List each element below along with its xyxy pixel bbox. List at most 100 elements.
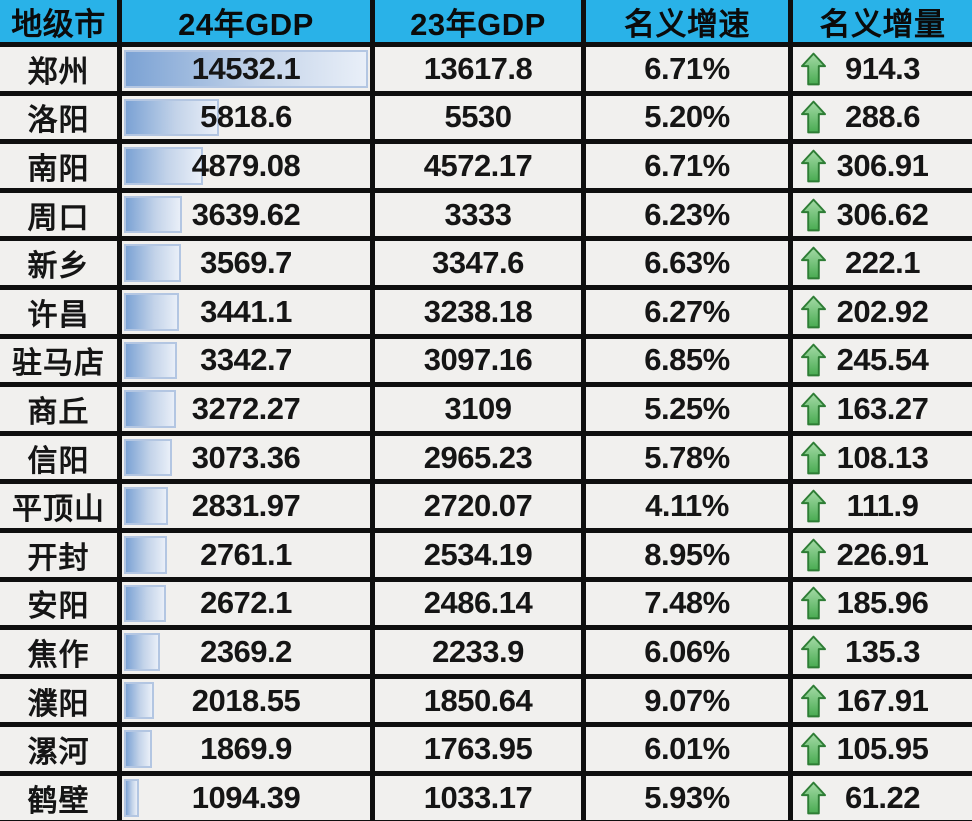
up-arrow-icon bbox=[800, 197, 827, 233]
delta-value: 185.96 bbox=[836, 585, 929, 621]
city-cell: 许昌 bbox=[0, 289, 117, 334]
delta-value: 245.54 bbox=[836, 342, 929, 378]
delta-cell: 245.54 bbox=[793, 338, 972, 383]
growth-value: 6.23% bbox=[644, 196, 730, 232]
header-label: 名义增量 bbox=[819, 6, 946, 42]
gdp24-value: 3272.27 bbox=[191, 390, 301, 426]
growth-cell: 6.71% bbox=[586, 144, 788, 188]
up-arrow-icon bbox=[800, 391, 827, 427]
city-cell: 周口 bbox=[0, 192, 117, 237]
city-name: 信阳 bbox=[27, 444, 90, 478]
growth-value: 4.11% bbox=[645, 488, 729, 524]
city-cell: 洛阳 bbox=[0, 95, 117, 140]
delta-value: 202.92 bbox=[836, 293, 929, 329]
city-cell: 新乡 bbox=[0, 241, 117, 285]
gdp24-value: 1094.39 bbox=[191, 779, 301, 815]
gdp24-cell: 5818.6 bbox=[122, 95, 370, 140]
up-arrow-icon bbox=[800, 731, 827, 767]
gdp23-value: 3097.16 bbox=[423, 342, 533, 378]
growth-cell: 5.93% bbox=[586, 775, 788, 820]
delta-cell: 202.92 bbox=[793, 289, 972, 334]
gdp23-value: 2965.23 bbox=[423, 439, 533, 475]
delta-cell: 226.91 bbox=[793, 532, 972, 577]
up-arrow-icon bbox=[800, 683, 827, 719]
city-cell: 平顶山 bbox=[0, 484, 117, 528]
gdp-data-bar bbox=[124, 147, 204, 185]
gdp-data-bar bbox=[124, 584, 166, 623]
delta-cell: 111.9 bbox=[793, 484, 972, 528]
city-name: 安阳 bbox=[27, 590, 90, 624]
growth-cell: 6.06% bbox=[586, 630, 788, 674]
gdp23-cell: 1033.17 bbox=[375, 775, 581, 820]
gdp-data-bar bbox=[124, 778, 139, 817]
gdp-data-bar bbox=[124, 681, 155, 720]
growth-value: 8.95% bbox=[644, 536, 730, 572]
city-name: 洛阳 bbox=[27, 104, 90, 138]
delta-cell: 108.13 bbox=[793, 435, 972, 480]
city-name: 商丘 bbox=[27, 395, 90, 429]
city-cell: 南阳 bbox=[0, 144, 117, 188]
growth-value: 6.06% bbox=[644, 633, 730, 669]
gdp24-value: 3569.7 bbox=[200, 245, 292, 281]
up-arrow-icon bbox=[800, 294, 827, 330]
gdp23-cell: 3097.16 bbox=[375, 338, 581, 383]
gdp-data-bar bbox=[124, 292, 179, 331]
gdp24-cell: 1869.9 bbox=[122, 727, 370, 771]
city-name: 驻马店 bbox=[12, 347, 105, 381]
delta-cell: 105.95 bbox=[793, 727, 972, 771]
gdp24-cell: 2672.1 bbox=[122, 581, 370, 626]
gdp-data-bar bbox=[124, 730, 152, 768]
gdp23-cell: 13617.8 bbox=[375, 47, 581, 91]
gdp23-cell: 3109 bbox=[375, 387, 581, 431]
header-cell-gdp24: 24年GDP bbox=[122, 0, 370, 42]
gdp24-value: 4879.08 bbox=[191, 147, 301, 183]
city-name: 焦作 bbox=[27, 638, 90, 672]
growth-value: 5.93% bbox=[644, 779, 730, 815]
growth-value: 6.63% bbox=[644, 245, 730, 281]
city-cell: 郑州 bbox=[0, 47, 117, 91]
gdp23-cell: 2233.9 bbox=[375, 630, 581, 674]
city-name: 周口 bbox=[27, 201, 90, 235]
gdp23-cell: 5530 bbox=[375, 95, 581, 140]
city-cell: 漯河 bbox=[0, 727, 117, 771]
growth-value: 7.48% bbox=[644, 585, 730, 621]
header-cell-growth: 名义增速 bbox=[586, 0, 788, 42]
up-arrow-icon bbox=[800, 634, 827, 670]
growth-value: 6.71% bbox=[644, 147, 730, 183]
delta-cell: 306.62 bbox=[793, 192, 972, 237]
gdp23-cell: 3347.6 bbox=[375, 241, 581, 285]
gdp23-value: 5530 bbox=[444, 99, 512, 135]
gdp24-cell: 1094.39 bbox=[122, 775, 370, 820]
growth-value: 5.25% bbox=[644, 390, 730, 426]
gdp23-value: 2534.19 bbox=[423, 536, 533, 572]
delta-cell: 306.91 bbox=[793, 144, 972, 188]
city-cell: 焦作 bbox=[0, 630, 117, 674]
up-arrow-icon bbox=[800, 51, 827, 87]
gdp-data-bar bbox=[124, 341, 178, 380]
gdp24-cell: 3272.27 bbox=[122, 387, 370, 431]
growth-value: 9.07% bbox=[644, 682, 730, 718]
city-cell: 濮阳 bbox=[0, 678, 117, 723]
gdp23-cell: 3238.18 bbox=[375, 289, 581, 334]
gdp23-cell: 1850.64 bbox=[375, 678, 581, 723]
gdp23-value: 3347.6 bbox=[432, 245, 524, 281]
gdp23-value: 1763.95 bbox=[423, 731, 533, 767]
up-arrow-icon bbox=[800, 537, 827, 573]
city-name: 平顶山 bbox=[12, 493, 105, 527]
delta-value: 914.3 bbox=[844, 50, 921, 86]
growth-cell: 5.25% bbox=[586, 387, 788, 431]
delta-value: 226.91 bbox=[836, 536, 929, 572]
growth-cell: 8.95% bbox=[586, 532, 788, 577]
gdp24-cell: 3441.1 bbox=[122, 289, 370, 334]
gdp24-value: 3441.1 bbox=[200, 293, 292, 329]
city-name: 漯河 bbox=[27, 736, 90, 770]
header-label: 23年GDP bbox=[410, 6, 546, 42]
city-name: 鹤壁 bbox=[27, 784, 90, 818]
gdp-data-bar bbox=[124, 633, 161, 671]
city-name: 南阳 bbox=[27, 152, 90, 186]
gdp23-cell: 2720.07 bbox=[375, 484, 581, 528]
delta-cell: 288.6 bbox=[793, 95, 972, 140]
gdp23-value: 3109 bbox=[444, 390, 512, 426]
gdp24-value: 5818.6 bbox=[200, 99, 292, 135]
